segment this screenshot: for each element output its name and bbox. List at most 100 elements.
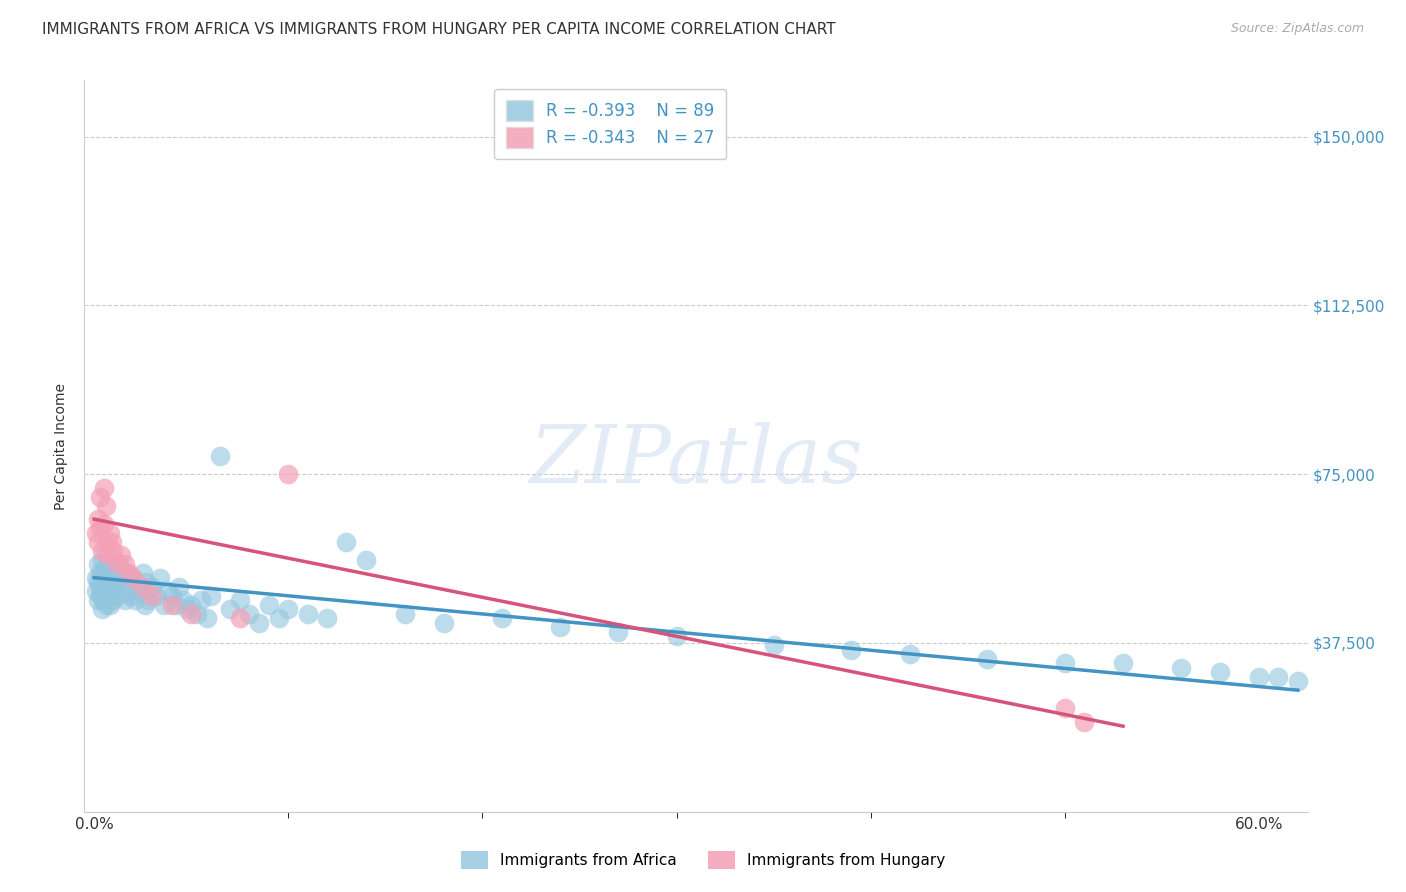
Point [104, 571, 127, 585]
Point [432, 615, 454, 630]
Point [87, 593, 110, 607]
Point [1053, 656, 1076, 670]
Point [131, 580, 153, 594]
Point [1247, 670, 1270, 684]
Point [97, 548, 120, 562]
Text: IMMIGRANTS FROM AFRICA VS IMMIGRANTS FROM HUNGARY PER CAPITA INCOME CORRELATION : IMMIGRANTS FROM AFRICA VS IMMIGRANTS FRO… [42, 22, 835, 37]
Point [131, 566, 153, 581]
Point [108, 557, 131, 571]
Point [94, 598, 117, 612]
Point [267, 611, 290, 625]
Point [141, 580, 163, 594]
Point [138, 593, 160, 607]
Point [297, 607, 319, 621]
Point [190, 593, 212, 607]
Point [98, 598, 121, 612]
Point [839, 642, 862, 657]
Point [394, 607, 416, 621]
Point [134, 598, 156, 612]
Point [87, 534, 110, 549]
Text: Source: ZipAtlas.com: Source: ZipAtlas.com [1230, 22, 1364, 36]
Point [97, 557, 120, 571]
Point [124, 593, 146, 607]
Point [153, 598, 176, 612]
Point [491, 611, 513, 625]
Point [228, 593, 250, 607]
Point [122, 571, 145, 585]
Point [247, 615, 270, 630]
Point [87, 557, 110, 571]
Legend: Immigrants from Africa, Immigrants from Hungary: Immigrants from Africa, Immigrants from … [454, 845, 952, 875]
Point [607, 624, 630, 639]
Point [1073, 714, 1095, 729]
Point [277, 602, 299, 616]
Point [354, 552, 377, 566]
Point [103, 543, 125, 558]
Point [89, 521, 111, 535]
Point [89, 490, 111, 504]
Point [94, 580, 117, 594]
Point [238, 607, 260, 621]
Point [209, 449, 232, 463]
Point [98, 525, 121, 540]
Point [98, 566, 121, 581]
Point [87, 512, 110, 526]
Point [1112, 656, 1135, 670]
Point [97, 534, 120, 549]
Point [118, 584, 141, 599]
Point [103, 593, 125, 607]
Point [165, 598, 187, 612]
Point [228, 611, 250, 625]
Point [90, 543, 112, 558]
Point [548, 620, 571, 634]
Point [110, 580, 132, 594]
Point [100, 589, 122, 603]
Point [105, 589, 128, 603]
Y-axis label: Per Capita Income: Per Capita Income [55, 383, 69, 509]
Point [87, 575, 110, 590]
Point [122, 571, 145, 585]
Point [103, 575, 125, 590]
Point [114, 593, 136, 607]
Point [976, 651, 998, 665]
Point [160, 598, 183, 612]
Point [120, 589, 142, 603]
Legend: R = -0.393    N = 89, R = -0.343    N = 27: R = -0.393 N = 89, R = -0.343 N = 27 [495, 88, 725, 160]
Point [180, 598, 202, 612]
Point [105, 557, 128, 571]
Point [169, 580, 191, 594]
Point [1267, 670, 1289, 684]
Point [84, 571, 107, 585]
Point [257, 598, 280, 612]
Point [104, 580, 127, 594]
Point [141, 589, 163, 603]
Point [172, 593, 194, 607]
Point [186, 607, 208, 621]
Point [200, 589, 222, 603]
Point [118, 566, 141, 581]
Point [1170, 661, 1192, 675]
Point [90, 584, 112, 599]
Point [1053, 701, 1076, 715]
Point [97, 589, 120, 603]
Point [149, 571, 172, 585]
Point [115, 566, 138, 581]
Point [110, 548, 132, 562]
Point [93, 571, 115, 585]
Text: ZIPatlas: ZIPatlas [529, 422, 863, 500]
Point [93, 562, 115, 576]
Point [100, 534, 122, 549]
Point [180, 607, 202, 621]
Point [93, 481, 115, 495]
Point [316, 611, 339, 625]
Point [135, 575, 157, 590]
Point [93, 516, 115, 531]
Point [129, 584, 152, 599]
Point [89, 566, 111, 581]
Point [156, 584, 179, 599]
Point [90, 552, 112, 566]
Point [94, 499, 117, 513]
Point [898, 647, 921, 661]
Point [335, 534, 357, 549]
Point [277, 467, 299, 482]
